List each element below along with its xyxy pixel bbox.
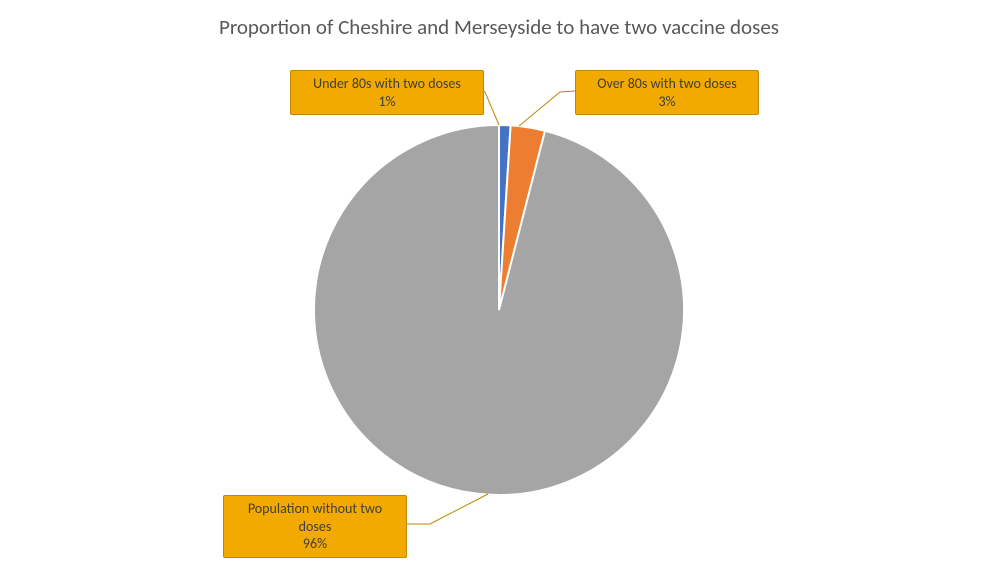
callout-line1: Population without two — [234, 500, 396, 518]
callout-box-1: Over 80s with two doses3% — [575, 70, 759, 115]
callout-line2: doses — [234, 518, 396, 536]
pie-slice-2 — [314, 125, 684, 495]
callout-line1: Over 80s with two doses — [586, 75, 748, 93]
callout-leader-2 — [407, 494, 488, 524]
callout-line3: 96% — [234, 535, 396, 553]
pie-chart-container: Proportion of Cheshire and Merseyside to… — [0, 0, 998, 570]
pie-group — [314, 125, 684, 495]
callout-leader-0 — [484, 91, 499, 125]
pie-svg — [0, 0, 998, 570]
callout-box-2: Population without twodoses96% — [223, 495, 407, 558]
callout-box-0: Under 80s with two doses1% — [290, 70, 484, 115]
callout-line1: Under 80s with two doses — [301, 75, 473, 93]
callout-line2: 1% — [301, 93, 473, 111]
callout-line2: 3% — [586, 93, 748, 111]
callout-leader-1 — [519, 91, 575, 126]
